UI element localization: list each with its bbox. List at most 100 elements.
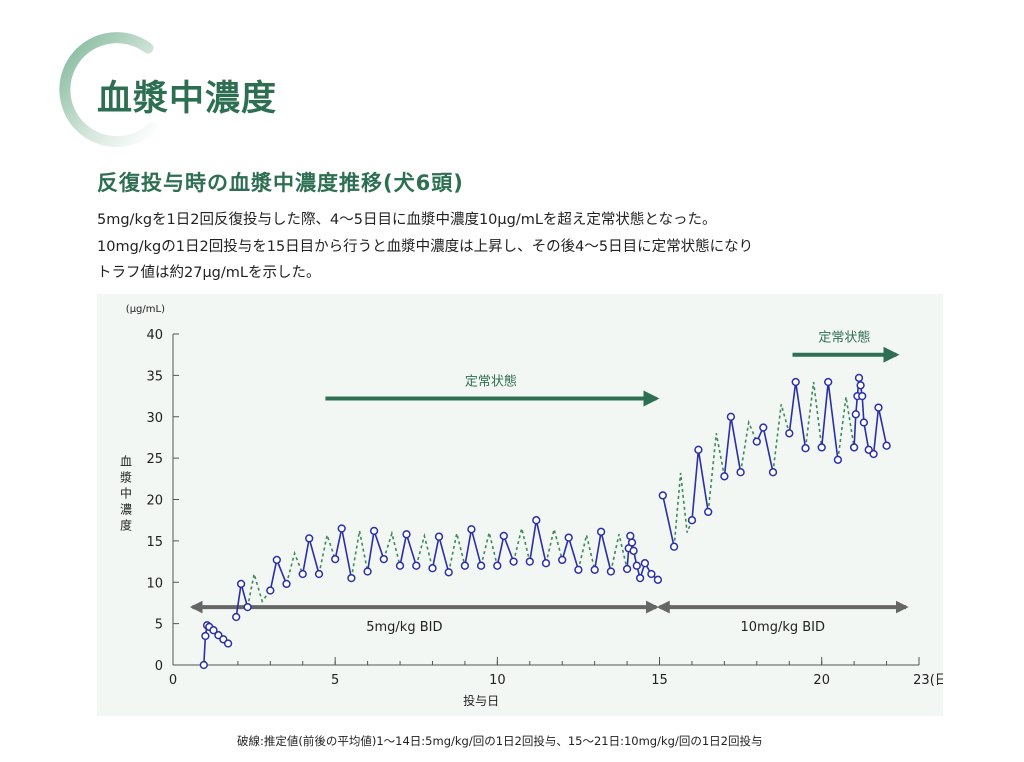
data-point	[606, 567, 616, 576]
data-point	[874, 403, 883, 412]
estimated-line-segment	[318, 532, 336, 575]
estimated-line-segment	[545, 529, 563, 564]
data-point	[658, 491, 667, 500]
data-point	[791, 377, 800, 387]
description-line-1: 5mg/kgを1日2回反復投与した際、4～5日目に血漿中濃度10μg/mLを超え…	[97, 212, 717, 228]
data-point	[669, 542, 679, 551]
estimated-line-segment	[512, 528, 531, 562]
measured-line-segment	[301, 538, 320, 575]
x-tick-label: 0	[169, 673, 177, 688]
data-point	[858, 391, 867, 401]
x-tick-label: 15	[651, 673, 668, 688]
estimated-line-segment	[577, 534, 596, 570]
data-point	[412, 561, 421, 570]
steady-state-arrow-1-label: 定常状態	[465, 374, 517, 390]
measured-line-segment	[723, 416, 742, 477]
data-point	[574, 565, 583, 574]
estimated-line-segment	[804, 381, 823, 449]
measured-line-segment	[756, 424, 774, 473]
measured-line-segment	[788, 381, 807, 449]
data-point	[694, 445, 703, 454]
estimated-line-segment	[246, 573, 271, 608]
data-point	[395, 561, 405, 570]
y-tick-label: 10	[146, 576, 163, 591]
data-point	[282, 579, 291, 589]
data-point	[596, 527, 606, 536]
x-axis-label: 投与日	[463, 693, 499, 708]
data-point	[629, 546, 638, 555]
estimated-line-segment	[480, 532, 499, 566]
data-point	[856, 381, 865, 390]
data-point	[854, 373, 864, 383]
data-point	[824, 377, 833, 387]
data-point	[532, 516, 541, 525]
data-point	[851, 410, 860, 419]
measured-markers	[199, 373, 891, 670]
data-point	[460, 561, 470, 570]
description-line-3: トラフ値は約27μg/mLを示した。	[97, 265, 321, 281]
data-point	[223, 639, 233, 648]
data-point	[444, 568, 453, 577]
estimated-line-segment	[610, 534, 628, 572]
data-point	[331, 554, 340, 564]
section-title: 反復投与時の血漿中濃度推移(犬6頭)	[97, 171, 464, 195]
data-point	[379, 554, 388, 564]
steady-state-arrow-2-label: 定常状態	[818, 330, 870, 346]
data-point	[558, 555, 567, 565]
data-point	[752, 437, 761, 446]
data-point	[622, 564, 632, 574]
data-point	[509, 557, 518, 566]
data-point	[869, 449, 878, 459]
data-point	[627, 538, 637, 547]
measured-line-segment	[235, 583, 249, 618]
x-tick-label: 10	[489, 673, 506, 688]
y-tick-label: 30	[146, 411, 163, 426]
page-title: 血漿中濃度	[97, 79, 278, 119]
data-point	[347, 573, 356, 583]
estimated-line-segment	[707, 433, 726, 512]
measured-line-segment	[464, 529, 482, 566]
data-point	[833, 455, 843, 464]
data-point	[704, 507, 713, 517]
data-point	[590, 565, 599, 574]
dosing-period-arrow-1-label: 5mg/kg BID	[366, 620, 442, 635]
measured-line-segment	[593, 531, 612, 572]
data-point	[402, 530, 411, 539]
y-tick-label: 40	[146, 328, 163, 343]
data-point	[476, 561, 486, 570]
measured-line-segment	[529, 520, 547, 564]
data-point	[209, 626, 218, 635]
y-axis-label: 血漿中濃度	[120, 455, 132, 533]
data-point	[785, 429, 794, 438]
estimated-line-segment	[837, 396, 855, 460]
data-point	[525, 557, 534, 566]
estimated-line-segment	[772, 404, 791, 473]
data-point	[647, 569, 656, 579]
data-point	[687, 516, 697, 525]
measured-line-segment	[662, 495, 675, 547]
estimated-line-segment	[285, 550, 304, 585]
data-point	[726, 412, 736, 421]
y-tick-label: 5	[155, 618, 163, 633]
data-point	[882, 441, 891, 450]
data-point	[337, 524, 346, 533]
data-point	[272, 555, 281, 565]
data-point	[363, 567, 372, 576]
data-point	[859, 418, 869, 427]
data-point	[243, 602, 252, 612]
y-tick-label: 20	[146, 494, 163, 509]
y-tick-label: 25	[146, 452, 163, 467]
description-line-2: 10mg/kgの1日2回投与を15日目から行うと血漿中濃度は上昇し、その後4～5…	[97, 239, 754, 255]
estimated-line-segment	[383, 530, 401, 566]
data-point	[653, 575, 663, 584]
estimated-line-segment	[447, 533, 466, 573]
y-tick-label: 35	[146, 369, 163, 384]
x-tick-label: 23(日)	[913, 673, 943, 688]
chart-axes: 0 5 10 15 20 25 30 35 40 0 5 10 15 20 23(日) 投与日 (μg/mL) 血…	[120, 304, 943, 708]
concentration-chart: 0 5 10 15 20 25 30 35 40 0 5 10 15 20 23(日) 投与日 (μg/mL) 血…	[120, 304, 943, 708]
x-tick-label: 5	[331, 673, 339, 688]
data-point	[541, 559, 551, 568]
data-point	[232, 612, 241, 622]
dosing-period-arrow-2-label: 10mg/kg BID	[741, 620, 826, 635]
